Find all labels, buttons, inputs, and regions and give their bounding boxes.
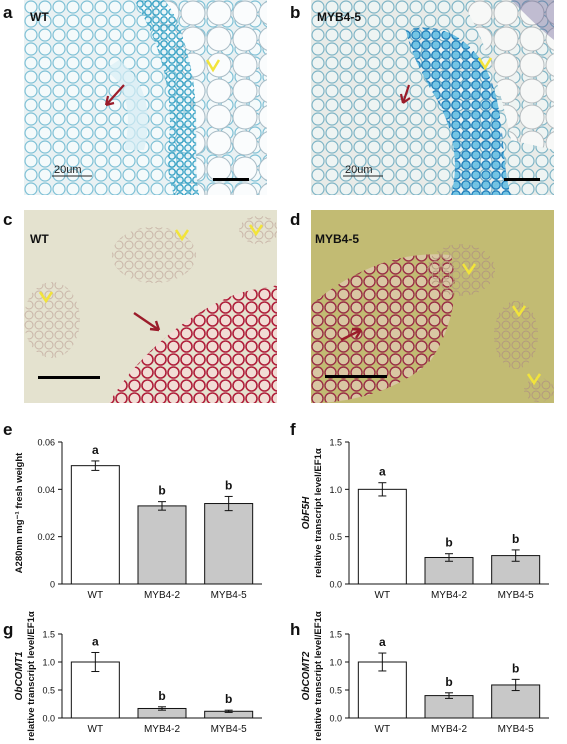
x-category-label: WT	[88, 590, 104, 601]
bar-wt	[357, 661, 407, 719]
x-category-label: MYB4-5	[211, 724, 248, 735]
y-tick-label: 0.0	[329, 580, 342, 590]
y-tick-label: 1.5	[42, 630, 55, 640]
micrograph-d-image	[311, 244, 554, 403]
y-tick-label: 1.0	[329, 658, 342, 668]
micrograph-b-scale-label: 20um	[345, 164, 373, 176]
significance-letter: b	[225, 692, 232, 706]
significance-letter: a	[92, 634, 99, 648]
significance-letter: b	[445, 536, 452, 550]
micrograph-b-image	[311, 0, 554, 195]
significance-letter: b	[445, 675, 452, 689]
significance-letter: a	[379, 635, 386, 649]
y-tick-label: 0.02	[37, 532, 55, 542]
x-category-label: WT	[88, 724, 104, 735]
significance-letter: a	[379, 465, 386, 479]
panel-letter-e: e	[3, 420, 13, 439]
x-category-label: MYB4-5	[498, 590, 535, 601]
micrograph-b: MYB4-5 20um	[311, 0, 554, 195]
panel-letter-c: c	[3, 210, 13, 229]
y-tick-label: 1.5	[329, 438, 342, 448]
micrograph-c: WT	[24, 210, 277, 403]
significance-letter: b	[512, 532, 519, 546]
chart-e: 0 0.02 0.04 0.06 a WT b MYB4-2 b MYB4-5 A280nm mg⁻…	[0, 432, 280, 622]
micrograph-c-label: WT	[30, 232, 49, 246]
panel-letter-d: d	[290, 210, 301, 229]
x-category-label: MYB4-2	[144, 590, 181, 601]
bar-myb4-2	[424, 695, 474, 719]
chart-g: 0.0 0.5 1.0 1.5 a WT b MYB4-2 b MYB4-5 ObCOMT1 rela…	[0, 611, 280, 744]
bar-myb4-2	[137, 505, 187, 585]
x-category-label: WT	[375, 590, 391, 601]
y-tick-label: 0.0	[42, 714, 55, 724]
y-axis-label: relative transcript level/EF1α	[313, 448, 324, 578]
x-category-label: MYB4-5	[498, 724, 535, 735]
bar-myb4-5	[204, 503, 254, 585]
significance-letter: b	[225, 478, 232, 492]
chart-h: 0.0 0.5 1.0 1.5 a WT b MYB4-2 b MYB4-5 ObCOMT2 rela…	[287, 611, 567, 744]
significance-letter: b	[512, 661, 519, 675]
panel-letter-a: a	[3, 3, 13, 22]
y-axis-gene-label: ObF5H	[301, 496, 312, 530]
y-axis-label: relative transcript level/EF1α	[313, 611, 324, 741]
bar-wt	[357, 488, 407, 585]
micrograph-c-image	[24, 216, 277, 403]
y-tick-label: 0.5	[42, 686, 55, 696]
y-axis-gene-label: ObCOMT1	[14, 651, 25, 700]
panel-letter-h: h	[290, 620, 301, 639]
significance-letter: b	[158, 689, 165, 703]
y-tick-label: 0.06	[37, 438, 55, 448]
micrograph-d-label: MYB4-5	[315, 232, 360, 246]
panel-letter-g: g	[3, 620, 14, 639]
y-tick-label: 0.04	[37, 485, 55, 495]
x-category-label: WT	[375, 724, 391, 735]
chart-e-svg: 0 0.02 0.04 0.06 a WT b MYB4-2 b MYB4-5 A280nm mg⁻…	[14, 438, 262, 601]
bar-wt	[70, 465, 120, 585]
y-tick-label: 0.5	[329, 532, 342, 542]
significance-letter: b	[158, 484, 165, 498]
significance-letter: a	[92, 443, 99, 457]
bar-myb4-2	[424, 556, 474, 585]
micrograph-a-image	[24, 0, 267, 195]
y-tick-label: 1.0	[42, 658, 55, 668]
x-category-label: MYB4-2	[431, 724, 468, 735]
y-axis-label: relative transcript level/EF1α	[26, 611, 37, 741]
x-category-label: MYB4-2	[144, 724, 181, 735]
chart-g-svg: 0.0 0.5 1.0 1.5 a WT b MYB4-2 b MYB4-5 ObCOMT1 rela…	[14, 611, 262, 741]
micrograph-b-label: MYB4-5	[317, 10, 362, 24]
micrograph-a-label: WT	[30, 10, 49, 24]
micrograph-a: WT 20um	[24, 0, 267, 195]
micrograph-d: MYB4-5	[311, 210, 554, 403]
x-category-label: MYB4-5	[211, 590, 248, 601]
y-axis-gene-label: ObCOMT2	[301, 651, 312, 700]
panel-letter-b: b	[290, 3, 301, 22]
y-tick-label: 0	[50, 580, 55, 590]
chart-f: 0.0 0.5 1.0 1.5 a WT b MYB4-2 b MYB4-5 ObF5H relati…	[287, 432, 567, 622]
panel-letter-f: f	[290, 420, 296, 439]
chart-h-svg: 0.0 0.5 1.0 1.5 a WT b MYB4-2 b MYB4-5 ObCOMT2 rela…	[301, 611, 549, 741]
y-tick-label: 0.0	[329, 714, 342, 724]
y-tick-label: 1.5	[329, 630, 342, 640]
chart-f-svg: 0.0 0.5 1.0 1.5 a WT b MYB4-2 b MYB4-5 ObF5H relati…	[301, 438, 549, 601]
x-category-label: MYB4-2	[431, 590, 468, 601]
micrograph-a-scale-label: 20um	[54, 164, 82, 176]
y-tick-label: 1.0	[329, 485, 342, 495]
y-tick-label: 0.5	[329, 686, 342, 696]
y-axis-label: A280nm mg⁻¹ fresh weight	[14, 452, 25, 573]
